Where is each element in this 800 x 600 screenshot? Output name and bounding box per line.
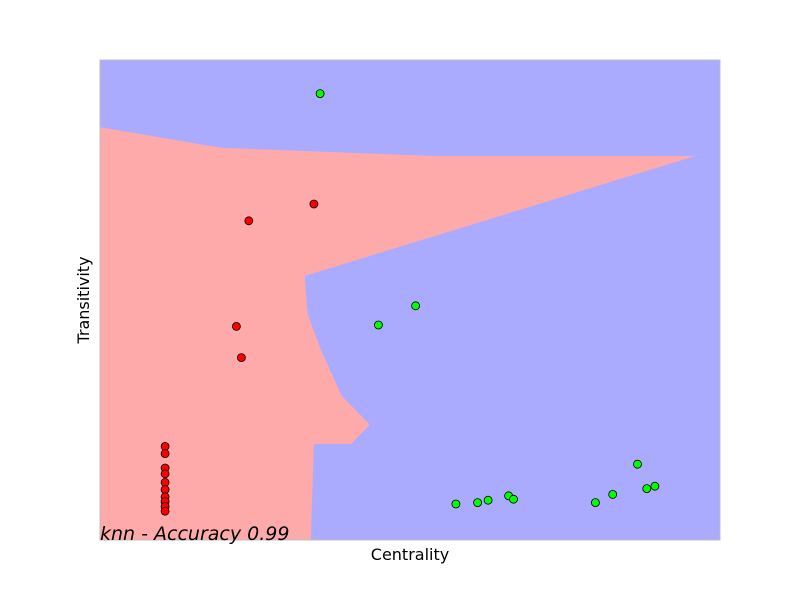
data-point-green-11 (633, 459, 642, 469)
data-point-red-5 (160, 441, 170, 451)
data-point-green-8 (509, 494, 518, 504)
data-point-green-9 (590, 498, 600, 508)
axes-frame (99, 59, 721, 541)
plot-area (99, 59, 721, 541)
decision-regions (100, 127, 696, 540)
y-axis-label: Transitivity (74, 256, 93, 344)
data-point-green-10 (608, 489, 618, 499)
data-point-red-2 (309, 199, 319, 209)
data-point-red-4 (236, 353, 246, 363)
accuracy-annotation: knn - Accuracy 0.99 (100, 523, 289, 545)
data-point-red-9 (160, 477, 170, 487)
x-axis-label: Centrality (371, 545, 449, 564)
data-point-green-2 (373, 320, 383, 330)
data-point-red-14 (160, 506, 170, 516)
data-point-green-6 (483, 495, 493, 505)
data-point-red-6 (160, 449, 170, 459)
decision-region-red (100, 127, 696, 540)
data-point-red-3 (231, 321, 241, 331)
data-point-green-13 (650, 481, 660, 491)
data-point-red-1 (244, 216, 254, 226)
data-point-green-4 (451, 499, 461, 509)
data-point-green-5 (473, 498, 483, 508)
data-point-green-12 (642, 484, 652, 494)
data-points (160, 89, 660, 516)
data-point-green-1 (315, 89, 325, 98)
data-point-green-3 (411, 301, 421, 311)
data-point-red-8 (160, 469, 170, 479)
